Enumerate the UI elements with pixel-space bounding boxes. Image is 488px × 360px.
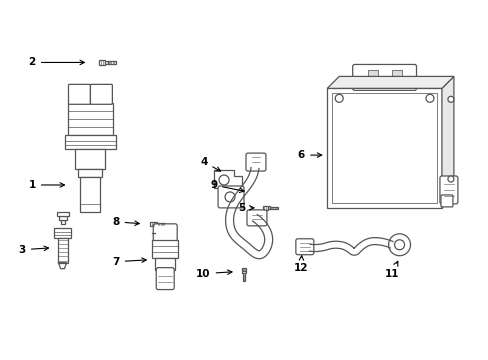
FancyBboxPatch shape bbox=[153, 224, 177, 242]
Bar bbox=[267, 206, 270, 210]
Bar bbox=[331, 93, 436, 203]
FancyBboxPatch shape bbox=[246, 210, 266, 226]
Text: 5: 5 bbox=[238, 203, 253, 213]
Circle shape bbox=[447, 96, 453, 102]
Circle shape bbox=[335, 94, 343, 102]
Circle shape bbox=[447, 176, 453, 182]
Bar bbox=[241, 268, 246, 271]
Polygon shape bbox=[214, 170, 242, 188]
FancyBboxPatch shape bbox=[295, 239, 313, 255]
FancyBboxPatch shape bbox=[352, 64, 416, 90]
Text: 10: 10 bbox=[196, 269, 231, 279]
Text: 9: 9 bbox=[210, 180, 244, 193]
Bar bbox=[53, 228, 71, 238]
Bar bbox=[242, 271, 245, 273]
Circle shape bbox=[425, 94, 433, 102]
Bar bbox=[150, 222, 155, 226]
FancyBboxPatch shape bbox=[218, 186, 244, 208]
FancyBboxPatch shape bbox=[439, 176, 457, 204]
Text: 2: 2 bbox=[29, 58, 84, 67]
Bar bbox=[367, 71, 377, 84]
Bar bbox=[105, 61, 108, 64]
Bar bbox=[270, 207, 277, 209]
Bar bbox=[75, 149, 105, 169]
Bar bbox=[99, 60, 105, 65]
Bar bbox=[61, 220, 64, 224]
Bar bbox=[155, 258, 175, 270]
Bar bbox=[58, 238, 67, 263]
Bar bbox=[59, 216, 66, 220]
Text: 1: 1 bbox=[29, 180, 64, 190]
Text: 8: 8 bbox=[112, 217, 139, 227]
Polygon shape bbox=[441, 76, 453, 208]
Circle shape bbox=[219, 175, 228, 185]
Text: 11: 11 bbox=[384, 261, 398, 279]
Bar bbox=[78, 169, 102, 177]
FancyBboxPatch shape bbox=[90, 84, 112, 104]
Bar bbox=[242, 273, 245, 280]
Circle shape bbox=[224, 192, 235, 202]
Bar bbox=[157, 222, 164, 225]
Bar bbox=[155, 222, 157, 225]
FancyBboxPatch shape bbox=[156, 268, 174, 289]
Circle shape bbox=[394, 240, 404, 250]
Bar bbox=[57, 212, 68, 216]
Text: 4: 4 bbox=[200, 157, 220, 171]
Text: 12: 12 bbox=[293, 256, 308, 273]
FancyBboxPatch shape bbox=[440, 195, 452, 207]
Text: 6: 6 bbox=[297, 150, 321, 160]
Bar bbox=[152, 240, 178, 258]
Bar bbox=[81, 177, 100, 212]
Polygon shape bbox=[326, 76, 453, 88]
Bar bbox=[64, 135, 116, 149]
Bar bbox=[262, 206, 267, 210]
Bar bbox=[326, 88, 441, 208]
Circle shape bbox=[388, 234, 410, 256]
Bar bbox=[67, 103, 113, 135]
Text: 7: 7 bbox=[112, 257, 146, 267]
Text: 3: 3 bbox=[19, 245, 48, 255]
FancyBboxPatch shape bbox=[68, 84, 90, 104]
FancyBboxPatch shape bbox=[245, 153, 265, 171]
Bar bbox=[108, 61, 116, 64]
Bar bbox=[391, 71, 401, 84]
